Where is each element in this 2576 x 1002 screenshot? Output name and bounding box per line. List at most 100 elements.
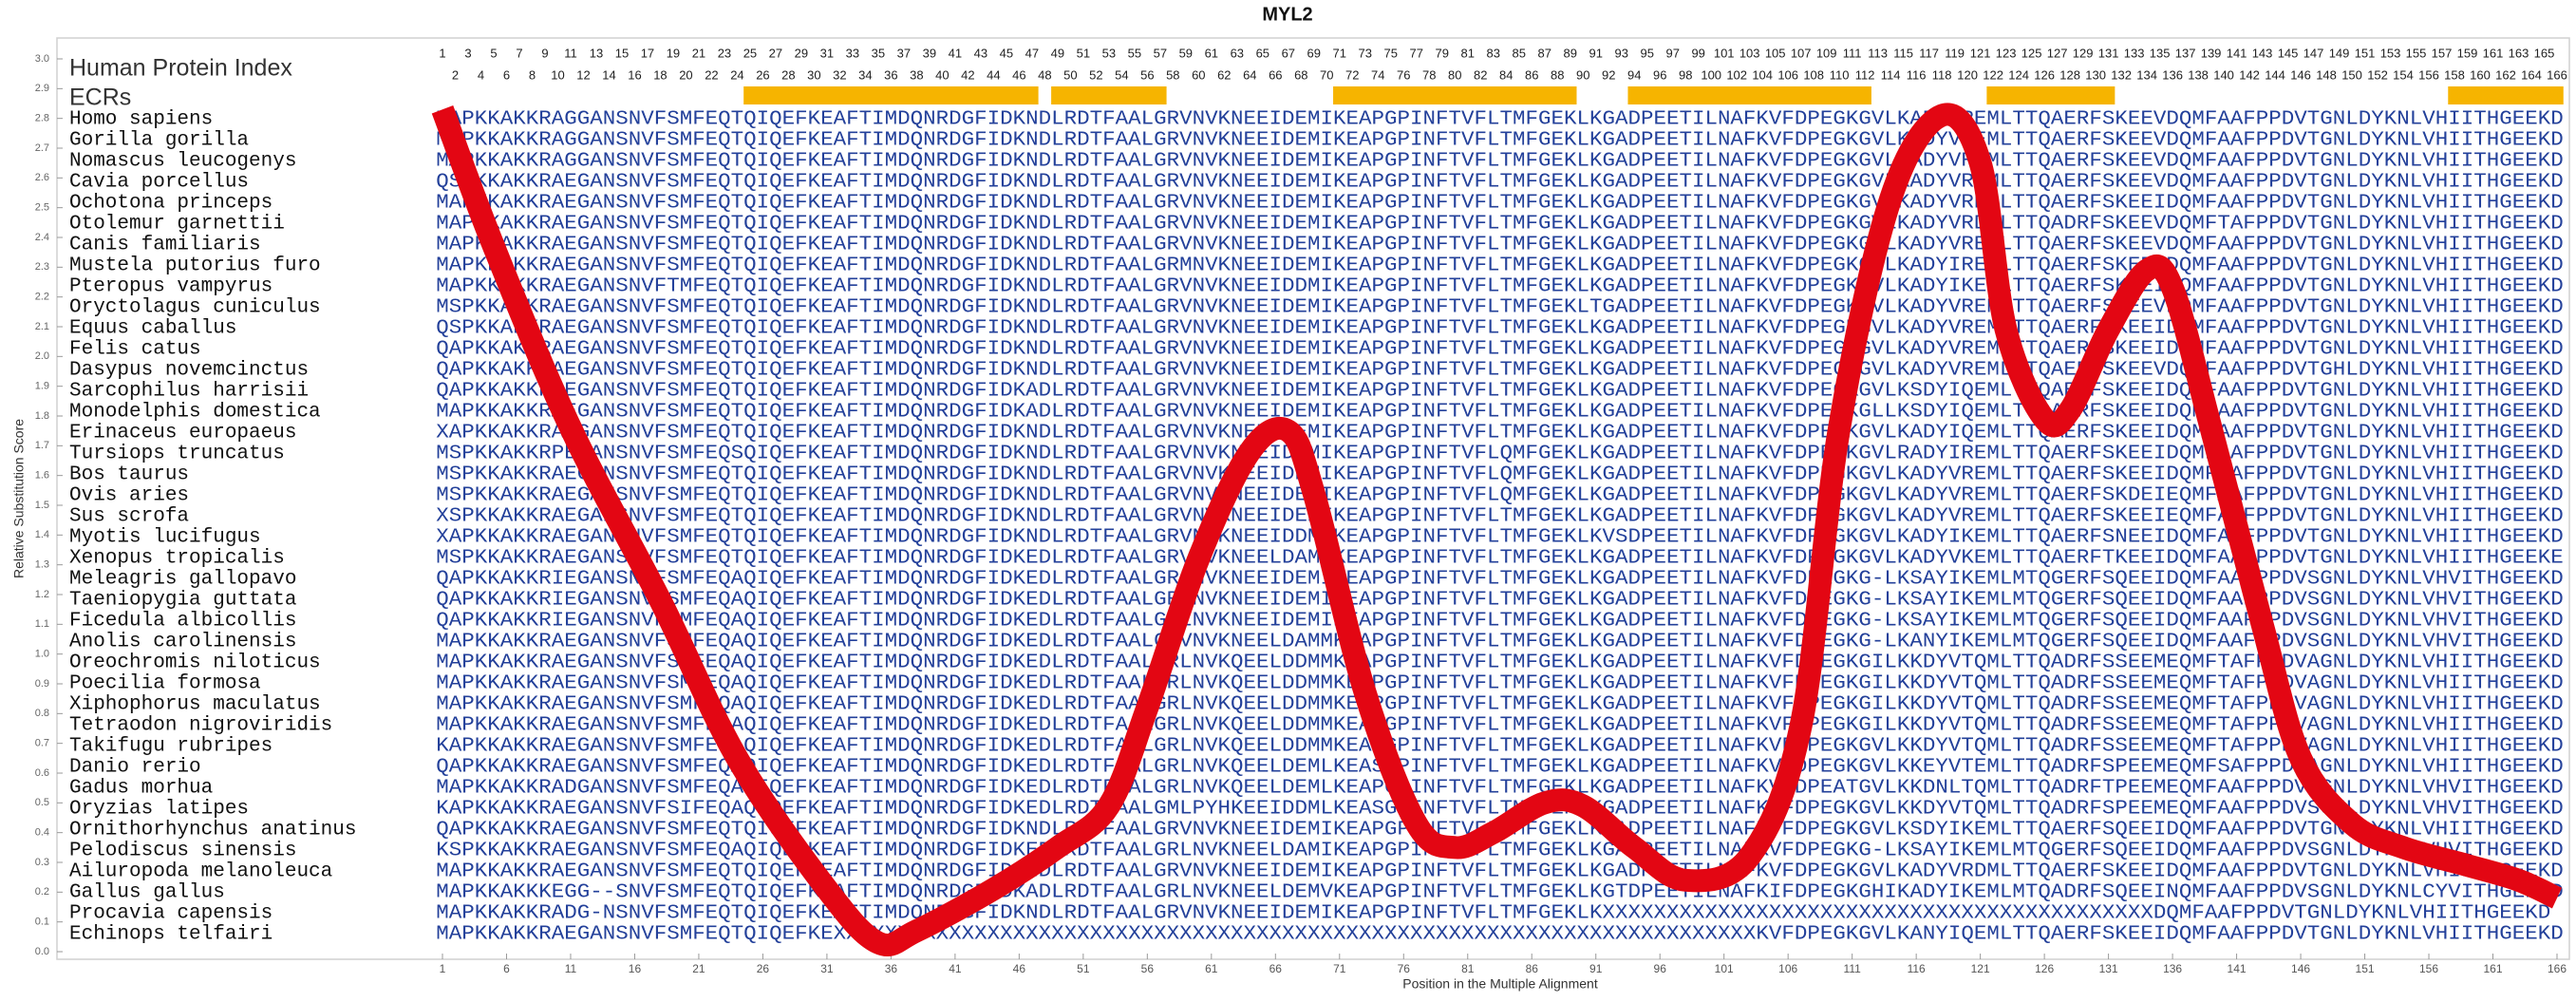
index-number: 42 — [961, 67, 974, 82]
x-tick-label: 66 — [1269, 962, 1283, 975]
species-name: Bos taurus — [69, 464, 189, 486]
sequence: MSPKKAKKRAEGANSNVFSMFEQTQIQEFKEAFTIMDQNR… — [436, 485, 2563, 507]
index-number: 131 — [2098, 46, 2119, 60]
species-name: Pelodiscus sinensis — [69, 841, 296, 862]
y-tick-label: 1.2 — [35, 589, 49, 600]
ecr-bar — [1051, 86, 1167, 104]
index-number: 93 — [1614, 46, 1627, 60]
index-number: 48 — [1038, 67, 1051, 82]
x-tick-label: 96 — [1654, 962, 1667, 975]
ecr-bar — [1627, 86, 1871, 104]
y-tick-label: 1.3 — [35, 559, 49, 571]
sequence: QSPKKAKKRAEGANSNVFSMFEQTQIQEFKEAFTIMDQNR… — [436, 172, 2563, 194]
index-number: 66 — [1269, 67, 1282, 82]
index-number: 142 — [2239, 67, 2260, 82]
index-number: 89 — [1563, 46, 1576, 60]
index-number: 64 — [1243, 67, 1256, 82]
y-tick-label: 1.8 — [35, 410, 49, 422]
index-number: 154 — [2393, 67, 2414, 82]
index-number: 24 — [730, 67, 743, 82]
index-number: 104 — [1752, 67, 1773, 82]
index-number: 28 — [781, 67, 795, 82]
index-number: 62 — [1217, 67, 1231, 82]
sequence: XAPKKAKKRAEGANSNVFSMFEQTQIQEFKEAFTIMDQNR… — [436, 423, 2563, 444]
y-tick-label: 0.3 — [35, 857, 49, 868]
y-tick-label: 2.6 — [35, 172, 49, 183]
sequence: MAPKKAKKRAEGANSNVFSMFEQAQIQEFKEAFTIMDQNR… — [436, 694, 2563, 716]
x-tick-label: 126 — [2035, 962, 2054, 975]
index-number: 2 — [452, 67, 459, 82]
index-number: 74 — [1371, 67, 1384, 82]
index-number: 53 — [1102, 46, 1116, 60]
species-name: Oryctolagus cuniculus — [69, 297, 321, 319]
index-number: 94 — [1627, 67, 1641, 82]
index-number: 21 — [692, 46, 705, 60]
index-number: 55 — [1128, 46, 1141, 60]
index-number: 13 — [590, 46, 603, 60]
x-tick-label: 1 — [440, 962, 446, 975]
sequence: MAPKKAKKRAEGANSNVFSMFEQAQIQEFKEAFTIMDQNR… — [436, 632, 2563, 653]
y-tick-label: 1.0 — [35, 649, 49, 660]
index-number: 99 — [1691, 46, 1704, 60]
y-tick-label: 0.5 — [35, 797, 49, 808]
index-number: 157 — [2432, 46, 2453, 60]
index-number: 163 — [2509, 46, 2529, 60]
x-tick-label: 141 — [2228, 962, 2247, 975]
index-number: 35 — [872, 46, 885, 60]
index-number: 161 — [2483, 46, 2504, 60]
index-number: 36 — [884, 67, 897, 82]
index-number: 8 — [529, 67, 536, 82]
species-name: Oryzias latipes — [69, 799, 249, 821]
species-name: Oreochromis niloticus — [69, 652, 321, 674]
x-tick-label: 81 — [1461, 962, 1475, 975]
index-number: 44 — [987, 67, 1000, 82]
index-number: 78 — [1422, 67, 1436, 82]
index-number: 145 — [2278, 46, 2299, 60]
index-number: 7 — [516, 46, 522, 60]
y-tick-label: 0.8 — [35, 708, 49, 719]
sequence: MSPKKAKKRAEGANSNVFSMFEQTQIQEFKEAFTIMDQNR… — [436, 464, 2563, 486]
index-number: 39 — [923, 46, 936, 60]
index-number: 49 — [1051, 46, 1064, 60]
index-number: 51 — [1077, 46, 1090, 60]
x-tick-label: 146 — [2291, 962, 2310, 975]
index-number: 58 — [1166, 67, 1179, 82]
x-tick-label: 51 — [1077, 962, 1090, 975]
x-tick-label: 166 — [2548, 962, 2567, 975]
sequence: MAPKKAKKRAEGANSNVFSMFEQAQIQEFKEAFTIMDQNR… — [436, 673, 2563, 695]
x-tick-label: 56 — [1141, 962, 1155, 975]
species-name: Sarcophilus harrisii — [69, 381, 309, 403]
index-number: 46 — [1012, 67, 1025, 82]
sequence: KAPKKAKKRAEGANSNVFSIFEQAQIQEFKEAFTIMDQNR… — [436, 799, 2563, 821]
sequence: MAPKKAKKRAEGANSNVFSMFEQTQIQEFKEAFTIMDQNR… — [436, 255, 2563, 277]
index-number: 5 — [490, 46, 497, 60]
y-tick-label: 1.1 — [35, 618, 49, 630]
y-tick-label: 0.1 — [35, 917, 49, 928]
species-name: Canis familiaris — [69, 235, 261, 256]
index-number: 12 — [576, 67, 590, 82]
species-name: Dasypus novemcinctus — [69, 360, 309, 382]
index-number: 166 — [2547, 67, 2567, 82]
index-number: 132 — [2111, 67, 2132, 82]
index-number: 70 — [1320, 67, 1333, 82]
index-number: 102 — [1726, 67, 1747, 82]
sequence: MAPKKAKKRAEGANSNVFSMFEQAQIQEFKEAFTIMDQNR… — [436, 652, 2563, 674]
sequence: MAPKKAKKRAEGANSNVFSMFEQAQIQEFKEAFTIMDQNR… — [436, 715, 2563, 737]
index-number: 83 — [1487, 46, 1500, 60]
index-number: 15 — [615, 46, 629, 60]
x-tick-label: 136 — [2163, 962, 2182, 975]
index-number: 3 — [464, 46, 471, 60]
y-tick-label: 2.2 — [35, 292, 49, 303]
index-number: 75 — [1384, 46, 1398, 60]
species-name: Tetraodon nigroviridis — [69, 715, 332, 737]
index-number: 148 — [2316, 67, 2337, 82]
species-name: Anolis carolinensis — [69, 632, 296, 653]
index-number: 11 — [564, 46, 577, 60]
species-name: Felis catus — [69, 339, 201, 361]
index-number: 107 — [1791, 46, 1812, 60]
y-tick-label: 1.7 — [35, 440, 49, 451]
species-name: Taeniopygia guttata — [69, 590, 296, 612]
index-number: 143 — [2252, 46, 2273, 60]
species-name: Nomascus leucogenys — [69, 151, 296, 173]
index-number: 45 — [1000, 46, 1013, 60]
